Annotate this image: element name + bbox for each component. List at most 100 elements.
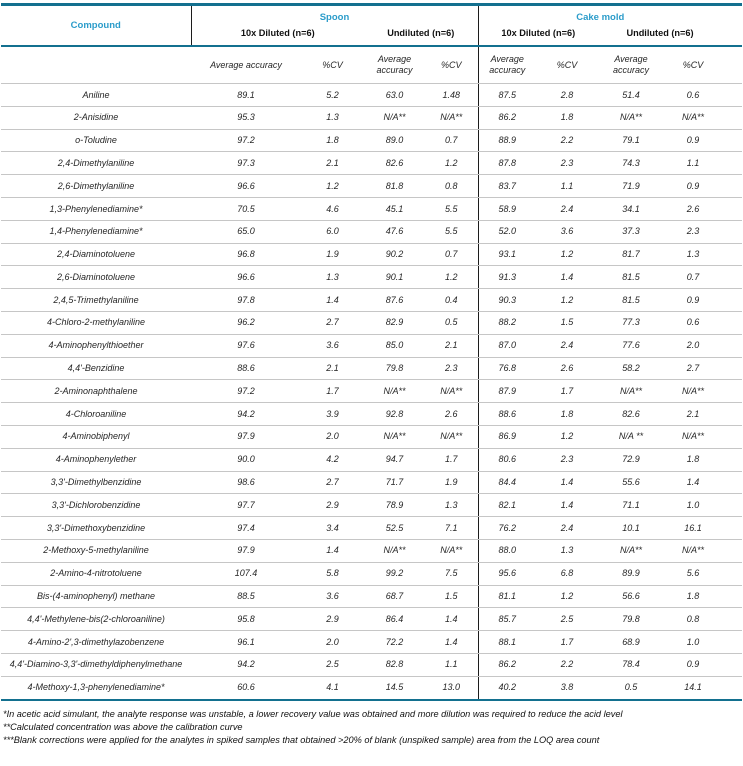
compound-cell: o-Toludine <box>1 129 191 153</box>
value-cell: 1.1 <box>425 653 478 677</box>
value-cell: 0.8 <box>425 174 478 198</box>
value-cell: 1.1 <box>664 151 743 176</box>
value-cell: 0.9 <box>664 653 743 677</box>
value-cell: 74.3 <box>598 151 664 176</box>
value-cell: 0.5 <box>425 311 478 335</box>
value-cell: 97.4 <box>191 516 301 540</box>
value-cell: 95.8 <box>191 607 301 632</box>
value-cell: 96.6 <box>191 265 301 290</box>
compound-cell: 2-Methoxy-5-methylaniline <box>1 539 191 563</box>
value-cell: 56.6 <box>598 585 664 609</box>
value-cell: 3.8 <box>536 676 598 701</box>
table-row: 1,3-Phenylenediamine* 70.5 4.6 45.1 5.5 58.9 2… <box>1 197 743 221</box>
value-cell: 95.6 <box>477 562 536 586</box>
value-cell: 58.2 <box>598 357 664 381</box>
table-header: Compound Spoon Cake mold 10x Diluted (n=… <box>1 4 743 85</box>
value-cell: 40.2 <box>477 676 536 701</box>
value-cell: 76.2 <box>477 516 536 540</box>
document-page: Compound Spoon Cake mold 10x Diluted (n=… <box>1 3 743 745</box>
value-cell: 68.9 <box>598 630 664 654</box>
value-cell: 96.6 <box>191 174 301 198</box>
value-cell: 1.7 <box>536 379 598 404</box>
value-cell: 72.2 <box>364 630 425 654</box>
value-cell: 97.2 <box>191 379 301 404</box>
value-cell: 60.6 <box>191 676 301 701</box>
value-cell: 82.1 <box>477 493 536 518</box>
compound-column-header: Compound <box>1 4 192 47</box>
value-cell: 2.6 <box>536 357 598 381</box>
value-cell: 1.4 <box>301 288 364 312</box>
value-cell: 90.2 <box>364 243 425 267</box>
value-cell: 83.7 <box>477 174 536 198</box>
value-cell: 34.1 <box>598 197 664 221</box>
metric-header-cv: %CV <box>664 45 743 85</box>
value-cell: 97.7 <box>191 493 301 518</box>
value-cell: 1.0 <box>664 493 743 518</box>
subheader-cakemold-10x-diluted: 10x Diluted (n=6) <box>477 26 598 47</box>
value-cell: N/A** <box>425 379 478 404</box>
metric-header-avg-accuracy: Average accuracy <box>598 45 664 85</box>
value-cell: 99.2 <box>364 562 425 586</box>
value-cell: 79.1 <box>598 129 664 153</box>
value-cell: 1.4 <box>301 539 364 563</box>
value-cell: 88.6 <box>477 402 536 426</box>
value-cell: 1.4 <box>425 607 478 632</box>
compound-cell: 2,6-Dimethylaniline <box>1 174 191 198</box>
table-row: 4-Aminophenylether 90.0 4.2 94.7 1.7 80.6 2.3 7… <box>1 448 743 472</box>
value-cell: 87.9 <box>477 379 536 404</box>
value-cell: 2.1 <box>664 402 743 426</box>
value-cell: 47.6 <box>364 220 425 244</box>
value-cell: 76.8 <box>477 357 536 381</box>
compound-cell: 4-Chloroaniline <box>1 402 191 426</box>
value-cell: 71.1 <box>598 493 664 518</box>
value-cell: 16.1 <box>664 516 743 540</box>
value-cell: 96.2 <box>191 311 301 335</box>
accuracy-table: Compound Spoon Cake mold 10x Diluted (n=… <box>1 3 743 701</box>
table-row: 2-Amino-4-nitrotoluene 107.4 5.8 99.2 7.5 95.… <box>1 562 743 586</box>
value-cell: 4.2 <box>301 448 364 472</box>
table-row: 2,4-Dimethylaniline 97.3 2.1 82.6 1.2 87.8 2.3… <box>1 151 743 176</box>
value-cell: 70.5 <box>191 197 301 221</box>
value-cell: 1.2 <box>301 174 364 198</box>
value-cell: 0.7 <box>664 265 743 290</box>
value-cell: 2.1 <box>301 357 364 381</box>
value-cell: N/A** <box>664 539 743 563</box>
value-cell: 1.2 <box>425 151 478 176</box>
value-cell: 3.4 <box>301 516 364 540</box>
value-cell: N/A** <box>364 379 425 404</box>
value-cell: 2.3 <box>425 357 478 381</box>
value-cell: N/A** <box>598 539 664 563</box>
compound-cell: Bis-(4-aminophenyl) methane <box>1 585 191 609</box>
value-cell: 1.1 <box>536 174 598 198</box>
table-row: 2,4-Diaminotoluene 96.8 1.9 90.2 0.7 93.1 1.2 8… <box>1 243 743 267</box>
value-cell: 1.8 <box>536 106 598 130</box>
footnote: **Calculated concentration was above the… <box>3 721 243 732</box>
table-body: Aniline 89.1 5.2 63.0 1.48 87.5 2.8 51.4 0.6 2-An… <box>1 83 743 701</box>
value-cell: 1.5 <box>425 585 478 609</box>
value-cell: 0.9 <box>664 174 743 198</box>
value-cell: 0.5 <box>598 676 664 701</box>
subheader-spoon-undiluted: Undiluted (n=6) <box>387 28 455 39</box>
value-cell: 79.8 <box>364 357 425 381</box>
compound-cell: 3,3'-Dimethylbenzidine <box>1 471 191 495</box>
value-cell: 94.7 <box>364 448 425 472</box>
value-cell: 45.1 <box>364 197 425 221</box>
metric-header-cv: %CV <box>301 45 364 85</box>
compound-cell: 2,4-Diaminotoluene <box>1 243 191 267</box>
value-cell: 3.6 <box>301 334 364 358</box>
value-cell: 81.1 <box>477 585 536 609</box>
metric-header-cv: %CV <box>536 45 598 85</box>
group-header-cake-mold: Cake mold <box>477 4 743 27</box>
value-cell: 1.8 <box>301 129 364 153</box>
value-cell: 1.2 <box>536 425 598 449</box>
value-cell: 1.5 <box>536 311 598 335</box>
value-cell: 7.5 <box>425 562 478 586</box>
value-cell: 88.2 <box>477 311 536 335</box>
value-cell: 0.4 <box>425 288 478 312</box>
footnote: *In acetic acid simulant, the analyte re… <box>3 708 623 719</box>
value-cell: 93.1 <box>477 243 536 267</box>
value-cell: 78.9 <box>364 493 425 518</box>
value-cell: 65.0 <box>191 220 301 244</box>
compound-cell: 3,3'-Dimethoxybenzidine <box>1 516 191 540</box>
compound-cell: 2,6-Diaminotoluene <box>1 265 191 290</box>
